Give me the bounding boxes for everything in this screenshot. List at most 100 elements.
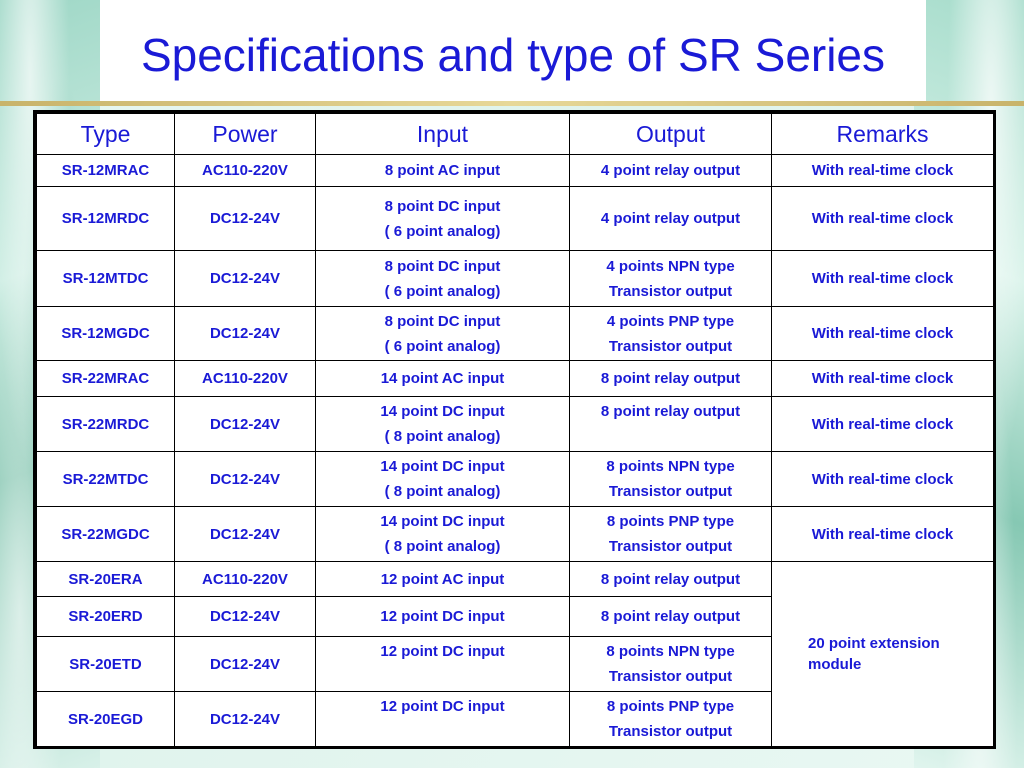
header-remarks: Remarks bbox=[771, 113, 994, 155]
input-line: ( 8 point analog) bbox=[384, 483, 501, 500]
cell-remarks: With real-time clock bbox=[771, 506, 994, 562]
table-row: SR-12MRAC AC110-220V 8 point AC input 4 … bbox=[36, 154, 994, 187]
cell-power: DC12-24V bbox=[174, 596, 316, 637]
output-line: 8 point relay output bbox=[600, 370, 741, 387]
cell-input: 8 point DC input ( 6 point analog) bbox=[315, 186, 570, 251]
cell-input: 14 point DC input ( 8 point analog) bbox=[315, 396, 570, 452]
input-line: 8 point DC input bbox=[384, 312, 501, 330]
cell-input: 8 point DC input ( 6 point analog) bbox=[315, 250, 570, 307]
cell-power: DC12-24V bbox=[174, 306, 316, 361]
cell-power: DC12-24V bbox=[174, 636, 316, 692]
cell-extension-remark: 20 point extension module bbox=[771, 561, 994, 747]
input-line: 12 point DC input bbox=[380, 608, 505, 625]
cell-power: AC110-220V bbox=[174, 360, 316, 397]
header-output: Output bbox=[569, 113, 772, 155]
table-row: SR-22MGDC DC12-24V 14 point DC input ( 8 … bbox=[36, 506, 994, 562]
cell-power: DC12-24V bbox=[174, 396, 316, 452]
cell-output: 8 point relay output bbox=[569, 396, 772, 452]
output-line: 8 points NPN type bbox=[606, 643, 735, 660]
input-line: 12 point DC input bbox=[380, 698, 505, 715]
output-line: 8 points PNP type bbox=[606, 698, 735, 715]
extension-remark-line: 20 point extension bbox=[808, 635, 940, 652]
cell-power: DC12-24V bbox=[174, 506, 316, 562]
output-line: 4 points PNP type bbox=[606, 312, 735, 330]
output-line: Transistor output bbox=[608, 282, 733, 300]
header-type: Type bbox=[36, 113, 175, 155]
cell-input: 12 point AC input bbox=[315, 561, 570, 597]
cell-power: DC12-24V bbox=[174, 186, 316, 251]
cell-power: DC12-24V bbox=[174, 451, 316, 507]
table-row: SR-20EGD DC12-24V 12 point DC input 8 po… bbox=[36, 691, 994, 747]
cell-remarks: With real-time clock bbox=[771, 360, 994, 397]
table-row: SR-20ETD DC12-24V 12 point DC input 8 po… bbox=[36, 636, 994, 692]
input-line: 14 point DC input bbox=[380, 458, 505, 475]
output-line: 4 point relay output bbox=[600, 210, 741, 227]
spec-table: Type Power Input Output Remarks SR-12MRA… bbox=[36, 113, 994, 747]
table-row: SR-12MRDC DC12-24V 8 point DC input ( 6 p… bbox=[36, 186, 994, 251]
cell-remarks: With real-time clock bbox=[771, 154, 994, 187]
cell-type: SR-12MRDC bbox=[36, 186, 175, 251]
cell-output: 8 point relay output bbox=[569, 561, 772, 597]
cell-output: 4 point relay output bbox=[569, 186, 772, 251]
cell-remarks: With real-time clock bbox=[771, 250, 994, 307]
cell-type: SR-22MRDC bbox=[36, 396, 175, 452]
cell-type: SR-22MTDC bbox=[36, 451, 175, 507]
header-input: Input bbox=[315, 113, 570, 155]
cell-input: 12 point DC input bbox=[315, 596, 570, 637]
output-line: Transistor output bbox=[608, 538, 733, 555]
cell-input: 12 point DC input bbox=[315, 636, 570, 692]
slide-title: Specifications and type of SR Series bbox=[140, 29, 886, 81]
table-header-row: Type Power Input Output Remarks bbox=[36, 113, 994, 155]
cell-type: SR-20EGD bbox=[36, 691, 175, 747]
cell-type: SR-20ERD bbox=[36, 596, 175, 637]
cell-type: SR-22MGDC bbox=[36, 506, 175, 562]
input-line: 8 point AC input bbox=[384, 162, 501, 179]
title-divider bbox=[0, 101, 1024, 106]
input-line: 8 point DC input bbox=[384, 197, 501, 215]
cell-type: SR-12MGDC bbox=[36, 306, 175, 361]
table-row: SR-22MTDC DC12-24V 14 point DC input ( 8 … bbox=[36, 451, 994, 507]
cell-output: 8 points PNP type Transistor output bbox=[569, 506, 772, 562]
output-line: 8 points NPN type bbox=[606, 458, 735, 475]
cell-output: 8 point relay output bbox=[569, 360, 772, 397]
cell-input: 14 point DC input ( 8 point analog) bbox=[315, 451, 570, 507]
cell-output: 8 points NPN type Transistor output bbox=[569, 636, 772, 692]
cell-type: SR-22MRAC bbox=[36, 360, 175, 397]
cell-input: 14 point AC input bbox=[315, 360, 570, 397]
input-line: 8 point DC input bbox=[384, 257, 501, 275]
input-line: 14 point DC input bbox=[380, 403, 505, 420]
input-line: 14 point DC input bbox=[380, 513, 505, 530]
cell-remarks: With real-time clock bbox=[771, 306, 994, 361]
title-band bbox=[100, 0, 926, 103]
header-power: Power bbox=[174, 113, 316, 155]
cell-type: SR-20ERA bbox=[36, 561, 175, 597]
extension-remark-line: module bbox=[808, 656, 862, 673]
input-line: ( 6 point analog) bbox=[384, 337, 501, 355]
table-row: SR-12MGDC DC12-24V 8 point DC input ( 6 p… bbox=[36, 306, 994, 361]
input-line: ( 6 point analog) bbox=[384, 222, 501, 240]
cell-type: SR-20ETD bbox=[36, 636, 175, 692]
table-row: SR-20ERA AC110-220V 12 point AC input 8 … bbox=[36, 561, 994, 747]
table-row: SR-20ERD DC12-24V 12 point DC input 8 po… bbox=[36, 596, 994, 637]
output-line: 4 point relay output bbox=[600, 162, 741, 179]
cell-output: 8 points NPN type Transistor output bbox=[569, 451, 772, 507]
cell-output: 4 points PNP type Transistor output bbox=[569, 306, 772, 361]
cell-power: AC110-220V bbox=[174, 154, 316, 187]
input-line: 12 point AC input bbox=[380, 570, 505, 588]
cell-remarks: With real-time clock bbox=[771, 186, 994, 251]
cell-output: 8 points PNP type Transistor output bbox=[569, 691, 772, 747]
output-line: 4 points NPN type bbox=[606, 257, 735, 275]
cell-output: 4 point relay output bbox=[569, 154, 772, 187]
output-line: Transistor output bbox=[608, 483, 733, 500]
output-line: Transistor output bbox=[608, 337, 733, 355]
spec-table-container: Type Power Input Output Remarks SR-12MRA… bbox=[33, 110, 996, 749]
cell-power: DC12-24V bbox=[174, 691, 316, 747]
cell-output: 4 points NPN type Transistor output bbox=[569, 250, 772, 307]
output-line: 8 point relay output bbox=[600, 403, 741, 420]
cell-type: SR-12MTDC bbox=[36, 250, 175, 307]
table-row: SR-22MRAC AC110-220V 14 point AC input 8… bbox=[36, 360, 994, 397]
table-row: SR-22MRDC DC12-24V 14 point DC input ( 8 … bbox=[36, 396, 994, 452]
output-line: Transistor output bbox=[608, 668, 733, 685]
cell-power: AC110-220V bbox=[174, 561, 316, 597]
input-line: ( 6 point analog) bbox=[384, 282, 501, 300]
